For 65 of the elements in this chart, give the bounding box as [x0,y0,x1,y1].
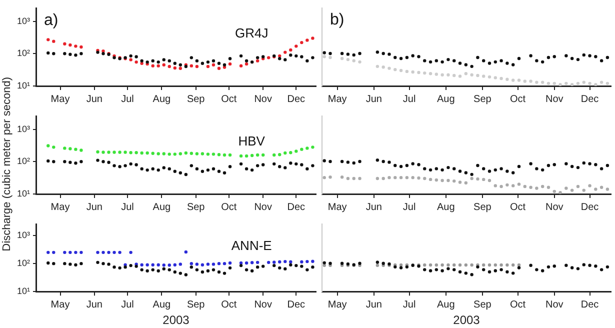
x-tick-label: May [50,299,70,310]
y-tick-label: 10¹ [16,188,30,198]
x-tick-label: Dec [287,94,306,105]
x-tick-label: May [328,94,347,105]
x-tick-label: Aug [436,299,455,310]
annotation: b) [330,11,344,28]
x-tick-label: Jun [86,94,102,105]
x-tick-label: Sep [186,202,206,213]
y-axis-title: Discharge (cubic meter per second) [1,76,13,252]
x-tick-label: Dec [580,202,599,213]
x-tick-label: Nov [254,94,272,105]
x-tick-label: Jun [366,299,382,310]
x-tick-label: Aug [436,94,455,105]
y-tick-label: 10³ [16,230,30,240]
x-tick-label: Jul [402,202,416,213]
x-tick-label: Jun [86,299,102,310]
x-tick-label: May [50,202,70,213]
series-label: ANN-E [231,238,272,254]
annotation: a) [44,12,58,29]
x-tick-label: Oct [221,299,237,310]
x-tick-label: Nov [545,202,564,213]
x-tick-label: Jul [121,299,134,310]
y-tick-label: 10³ [16,16,30,26]
x-tick-label: Jun [366,94,382,105]
x-tick-label: Nov [254,299,272,310]
x-tick-label: Dec [580,94,599,105]
x-tick-label: Oct [510,202,526,213]
x-tick-label: Jun [366,202,382,213]
x-tick-label: Sep [474,94,492,105]
x-axis-title: 2003 [453,313,480,328]
series-label: GR4J [234,26,268,41]
x-tick-label: Jul [121,202,134,213]
series-label: HBV [238,134,266,149]
y-tick-label: 10¹ [16,286,30,296]
y-tick-label: 10³ [16,124,30,134]
x-tick-label: Sep [474,202,492,213]
x-tick-label: May [50,94,70,105]
x-tick-label: May [328,202,347,213]
x-tick-label: May [328,299,347,310]
x-tick-label: Nov [545,299,564,310]
x-tick-label: Aug [152,202,171,213]
x-tick-label: Oct [510,299,526,310]
x-tick-label: Sep [186,299,206,310]
y-tick-label: 10² [16,258,30,268]
x-tick-label: Dec [580,299,599,310]
x-tick-label: Aug [152,94,171,105]
x-tick-label: Aug [152,299,171,310]
x-tick-label: Jul [402,94,416,105]
x-tick-label: Oct [221,94,237,105]
x-tick-label: Jul [121,94,134,105]
x-tick-label: Dec [287,202,306,213]
x-tick-label: Jun [86,202,102,213]
x-tick-label: Oct [510,94,526,105]
y-tick-label: 10¹ [16,80,30,90]
x-tick-label: Aug [436,202,455,213]
x-tick-label: Nov [545,94,564,105]
x-tick-label: Jul [402,299,416,310]
x-tick-label: Sep [186,94,206,105]
x-tick-label: Nov [254,202,272,213]
y-tick-label: 10² [16,48,30,58]
x-axis-title: 2003 [162,313,190,328]
x-tick-label: Oct [221,202,237,213]
x-tick-label: Sep [474,299,492,310]
y-tick-label: 10² [16,156,30,166]
x-tick-label: Dec [287,299,306,310]
